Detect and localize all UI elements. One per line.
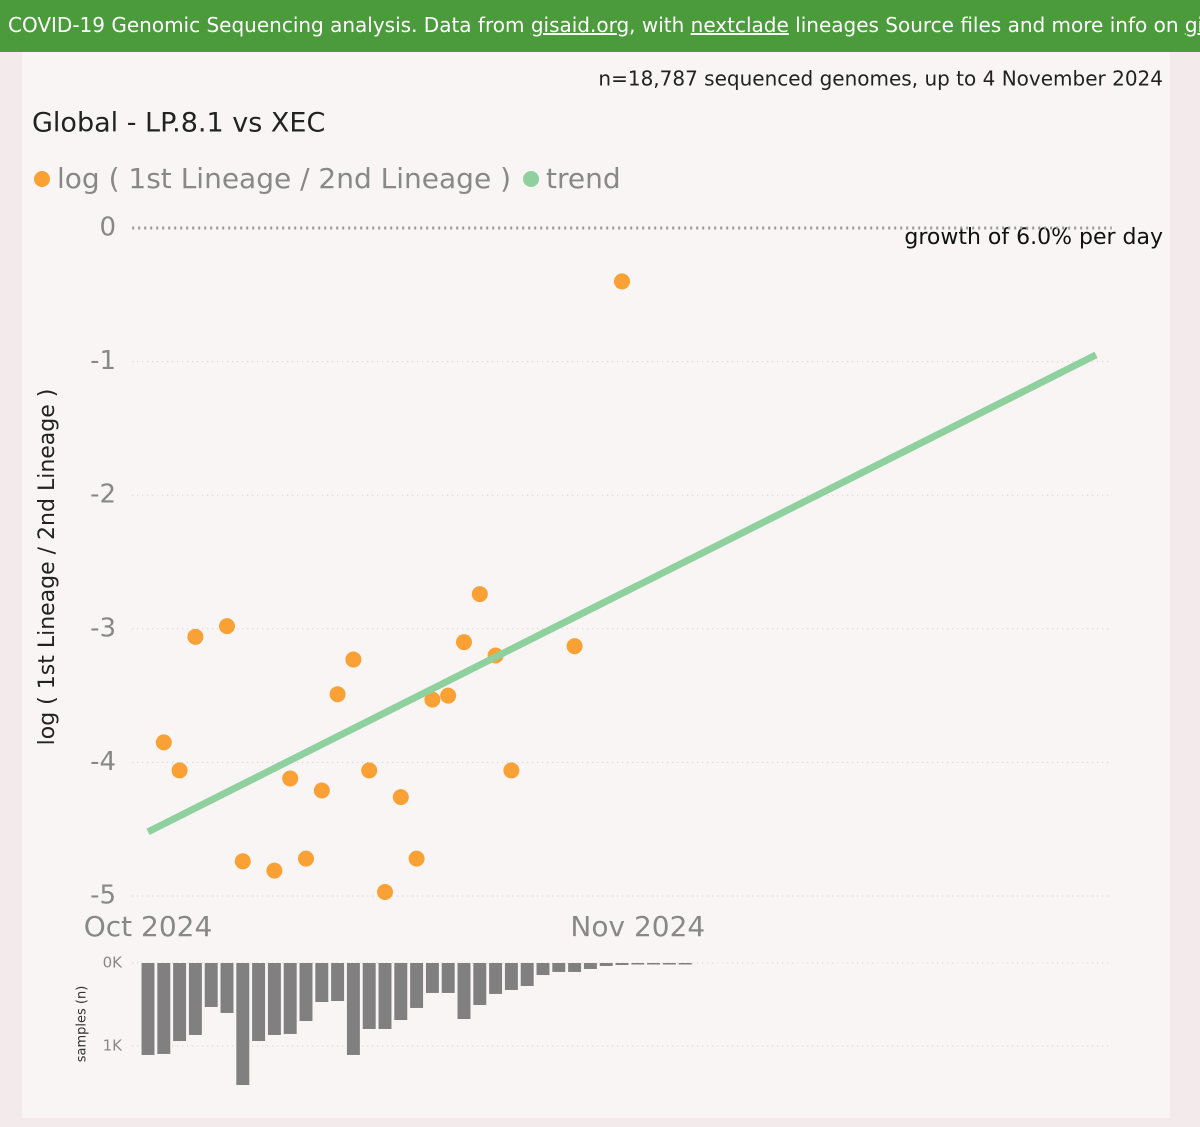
- legend-marker: [523, 171, 540, 187]
- bar: [346, 963, 360, 1055]
- bar: [473, 963, 487, 1005]
- point: [503, 762, 520, 779]
- bar: [568, 963, 582, 972]
- y-tick-label: -3: [90, 613, 116, 643]
- bar: [504, 963, 518, 990]
- bar: [378, 963, 392, 1029]
- bar: [678, 963, 692, 965]
- bar: [410, 963, 424, 1008]
- x-tick-label: Nov 2024: [570, 910, 705, 943]
- bar: [331, 963, 345, 1002]
- point: [408, 850, 425, 867]
- point: [424, 691, 441, 708]
- bar: [394, 963, 408, 1021]
- bar: [441, 963, 455, 993]
- bar: [204, 963, 218, 1007]
- point: [329, 686, 346, 703]
- point: [614, 273, 630, 290]
- point: [155, 734, 172, 751]
- header-text: , with: [629, 13, 691, 37]
- bar: [615, 963, 629, 965]
- point: [456, 634, 472, 651]
- bar: [583, 963, 597, 969]
- legend-label: trend: [546, 162, 621, 195]
- point: [392, 789, 409, 806]
- header: COVID-19 Genomic Sequencing analysis. Da…: [0, 0, 1200, 52]
- y-axis-label: log ( 1st Lineage / 2nd Lineage ): [35, 389, 60, 746]
- header-text: COVID-19 Genomic Sequencing analysis. Da…: [8, 13, 531, 37]
- link[interactable]: nextclade: [690, 13, 789, 37]
- point: [171, 762, 188, 779]
- y-tick-label: 1K: [103, 1037, 124, 1055]
- point: [440, 687, 457, 704]
- link[interactable]: github: [1184, 13, 1200, 37]
- point: [266, 862, 283, 879]
- panel: [22, 52, 1170, 1118]
- legend-marker: [34, 171, 50, 187]
- y-tick-label: 0: [99, 212, 116, 242]
- bar: [141, 963, 155, 1055]
- legend-label: log ( 1st Lineage / 2nd Lineage ): [57, 162, 511, 195]
- y-tick-label: -1: [90, 346, 116, 376]
- header-text: lineages Source files and more info on: [788, 13, 1185, 37]
- trend-line: [146, 351, 1098, 836]
- point: [234, 853, 251, 870]
- point: [313, 782, 330, 799]
- note: n=18,787 sequenced genomes, up to 4 Nove…: [598, 67, 1163, 91]
- bar: [236, 963, 250, 1086]
- bar: [173, 963, 187, 1042]
- bar: [425, 963, 439, 993]
- bar: [157, 963, 171, 1054]
- bar: [283, 963, 297, 1034]
- bar: [188, 963, 202, 1035]
- chart-title: Global - LP.8.1 vs XEC: [32, 108, 325, 139]
- bar: [315, 963, 329, 1003]
- x-tick-label: Oct 2024: [84, 910, 213, 943]
- bar: [599, 963, 613, 966]
- y-axis-label: samples (n): [75, 986, 90, 1063]
- point: [377, 884, 393, 901]
- y-tick-label: -4: [90, 747, 116, 777]
- point: [282, 770, 299, 787]
- link[interactable]: gisaid.org: [530, 13, 630, 37]
- bar: [489, 963, 503, 994]
- bar: [662, 963, 676, 965]
- bar: [552, 963, 566, 972]
- bar: [536, 963, 550, 976]
- point: [566, 638, 583, 655]
- bar: [362, 963, 376, 1029]
- bar: [220, 963, 234, 1013]
- point: [298, 850, 314, 867]
- point: [471, 586, 488, 603]
- bar: [252, 963, 266, 1042]
- bar: [647, 963, 661, 965]
- bar: [631, 963, 645, 965]
- y-tick-label: -5: [90, 881, 116, 911]
- y-tick-label: -2: [90, 480, 116, 510]
- y-tick-label: 0K: [103, 954, 124, 972]
- bar: [457, 963, 471, 1020]
- point: [187, 628, 204, 645]
- bar: [299, 963, 313, 1022]
- bar: [267, 963, 281, 1035]
- point: [345, 651, 362, 668]
- point: [361, 762, 378, 779]
- bar: [520, 963, 534, 986]
- point: [219, 618, 235, 635]
